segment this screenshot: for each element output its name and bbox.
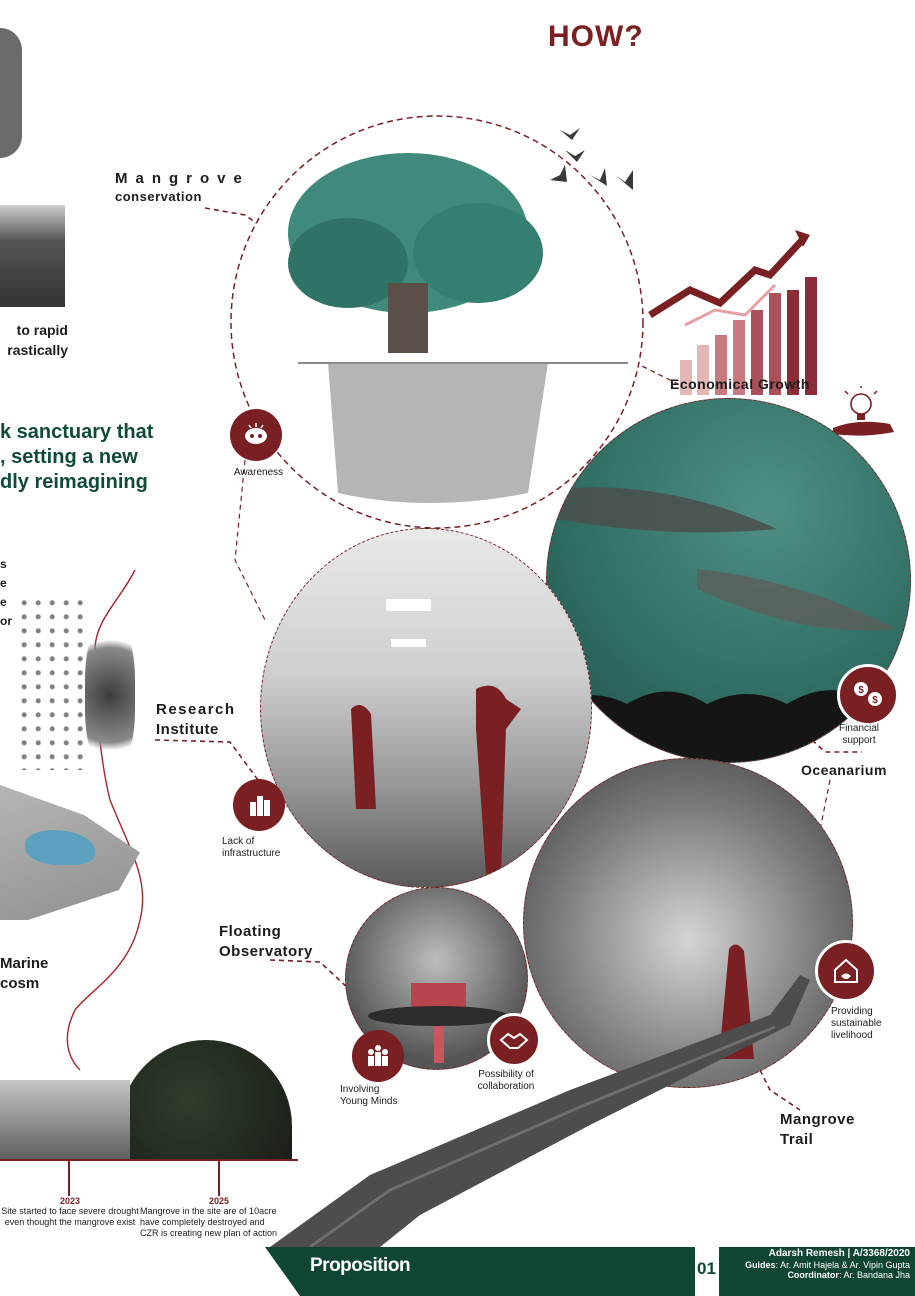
young-minds-icon xyxy=(352,1030,404,1082)
footer-guides: Guides: Ar. Amit Hajela & Ar. Vipin Gupt… xyxy=(720,1260,910,1271)
floating-observatory-label: Floating Observatory xyxy=(219,922,313,962)
awareness-label: Awareness xyxy=(233,467,284,478)
infrastructure-label: Lack of infrastructure xyxy=(222,836,296,860)
floating-observatory-image xyxy=(345,887,528,1070)
site-map-water xyxy=(25,830,95,865)
economic-growth-illustration xyxy=(648,230,817,395)
economical-growth-label: Economical Growth xyxy=(670,376,810,392)
timeline-text-line1: Site started to face severe drought xyxy=(1,1206,139,1216)
footer-coordinator-label: Coordinator xyxy=(787,1270,839,1280)
timeline-year: 2025 xyxy=(208,1196,230,1206)
page-number-box xyxy=(695,1247,719,1296)
left-rock-image xyxy=(0,28,22,158)
young-minds-line1: Involving xyxy=(340,1084,380,1095)
birds-icon xyxy=(550,128,633,190)
financial-support-label: Financial support xyxy=(829,723,889,747)
awareness-icon xyxy=(230,409,282,461)
mangrove-conservation-line2: conservation xyxy=(115,189,202,204)
lightbulb-hand-icon xyxy=(833,386,894,436)
timeline-year: 2023 xyxy=(59,1196,81,1206)
timeline-text-line1: Mangrove in the site are of 10acre xyxy=(140,1206,277,1216)
footer-guides-label: Guides xyxy=(745,1259,776,1270)
infrastructure-label-line1: Lack of xyxy=(222,836,255,847)
mangrove-conservation-label: Mangrove conservation xyxy=(115,170,250,207)
financial-support-line2: support xyxy=(842,735,876,746)
timeline-text-line2: have completely destroyed and xyxy=(140,1217,265,1227)
trees-image xyxy=(85,620,135,770)
page-heading: HOW? xyxy=(548,20,644,53)
financial-support-line1: Financial xyxy=(838,723,880,734)
mangrove-conservation-line1: Mangrove xyxy=(115,170,250,187)
floating-observatory-line2: Observatory xyxy=(219,943,313,960)
research-institute-line2: Institute xyxy=(156,721,219,738)
infrastructure-icon xyxy=(233,779,285,831)
footer-white-wedge xyxy=(0,1247,300,1296)
left-factory-image xyxy=(0,205,65,307)
timeline-text-line3: CZR is creating new plan of action xyxy=(140,1228,278,1238)
fish-school-image xyxy=(20,600,90,770)
handshake-icon xyxy=(487,1013,541,1067)
research-institute-image xyxy=(260,528,592,888)
marine-label: Marine cosm xyxy=(0,954,48,994)
timeline-item-2023: 2023 Site started to face severe drought… xyxy=(0,1196,140,1228)
left-headline-line1: k sanctuary that xyxy=(0,421,154,443)
left-text-rapid: to rapid rastically xyxy=(0,320,68,360)
footer-section-title: Proposition xyxy=(310,1255,411,1276)
oceanarium-label: Oceanarium xyxy=(801,762,887,778)
boardwalk-image xyxy=(270,975,810,1247)
collaboration-line1: Possibility of xyxy=(478,1069,534,1080)
left-headline-line2: , setting a new xyxy=(0,446,138,468)
left-fragments: s e e or xyxy=(0,555,12,631)
mangrove-tree-illustration xyxy=(230,115,644,529)
left-headline: k sanctuary that , setting a new dly rei… xyxy=(0,420,153,495)
livelihood-icon xyxy=(815,940,877,1002)
lab-figures-illustration xyxy=(351,599,521,874)
infrastructure-label-line2: infrastructure xyxy=(222,848,281,859)
footer-coordinator-value: : Ar. Bandana Jha xyxy=(838,1270,910,1280)
mangrove-trail-line2: Trail xyxy=(780,1131,814,1148)
footer-author: Adarsh Remesh | A/3368/2020 xyxy=(768,1248,910,1259)
observatory-structure-illustration xyxy=(368,983,508,1063)
footer-guides-value: : Ar. Amit Hajela & Ar. Vipin Gupta xyxy=(775,1259,910,1270)
mangrove-trail-image xyxy=(523,758,853,1088)
svg-text:$: $ xyxy=(872,695,878,706)
fragment-e1: e xyxy=(0,576,7,590)
footer-coordinator: Coordinator: Ar. Bandana Jha xyxy=(720,1270,910,1281)
research-institute-line1: Research xyxy=(156,701,236,718)
mangrove-trail-line1: Mangrove xyxy=(780,1111,855,1128)
livelihood-line2: sustainable xyxy=(831,1018,882,1029)
young-minds-label: Involving Young Minds xyxy=(340,1084,410,1108)
collaboration-line2: collaboration xyxy=(477,1081,535,1092)
timeline-tick-2023 xyxy=(68,1160,70,1196)
left-headline-line3: dly reimagining xyxy=(0,471,148,493)
marine-label-line2: cosm xyxy=(0,975,40,992)
timeline-text-line2: even thought the mangrove exist xyxy=(4,1217,136,1227)
fragment-e2: e xyxy=(0,595,7,609)
research-institute-label: Research Institute xyxy=(156,700,236,740)
fragment-s: s xyxy=(0,557,7,571)
mangrove-conservation-image xyxy=(228,113,646,531)
left-text-rapid-line1: to rapid xyxy=(16,322,68,338)
footer-credits: Adarsh Remesh | A/3368/2020 Guides: Ar. … xyxy=(720,1248,910,1281)
fragment-or: or xyxy=(0,614,12,628)
rail-bridge-image xyxy=(0,1080,130,1160)
financial-support-icon: $ $ xyxy=(837,664,899,726)
livelihood-label: Providing sustainable livelihood xyxy=(831,1006,911,1042)
svg-text:$: $ xyxy=(858,685,864,696)
timeline-axis xyxy=(0,1159,298,1161)
livelihood-line3: livelihood xyxy=(831,1030,873,1041)
page-number: 01 xyxy=(697,1259,716,1278)
collaboration-label: Possibility of collaboration xyxy=(471,1069,541,1093)
mangrove-trail-label: Mangrove Trail xyxy=(780,1110,855,1150)
marine-label-line1: Marine xyxy=(0,955,49,972)
timeline-tick-2025 xyxy=(218,1160,220,1196)
livelihood-line1: Providing xyxy=(831,1006,873,1017)
timeline-item-2025: 2025 Mangrove in the site are of 10acre … xyxy=(140,1196,298,1239)
left-text-rapid-line2: rastically xyxy=(7,342,68,358)
floating-observatory-line1: Floating xyxy=(219,923,282,940)
young-minds-line2: Young Minds xyxy=(340,1096,398,1107)
